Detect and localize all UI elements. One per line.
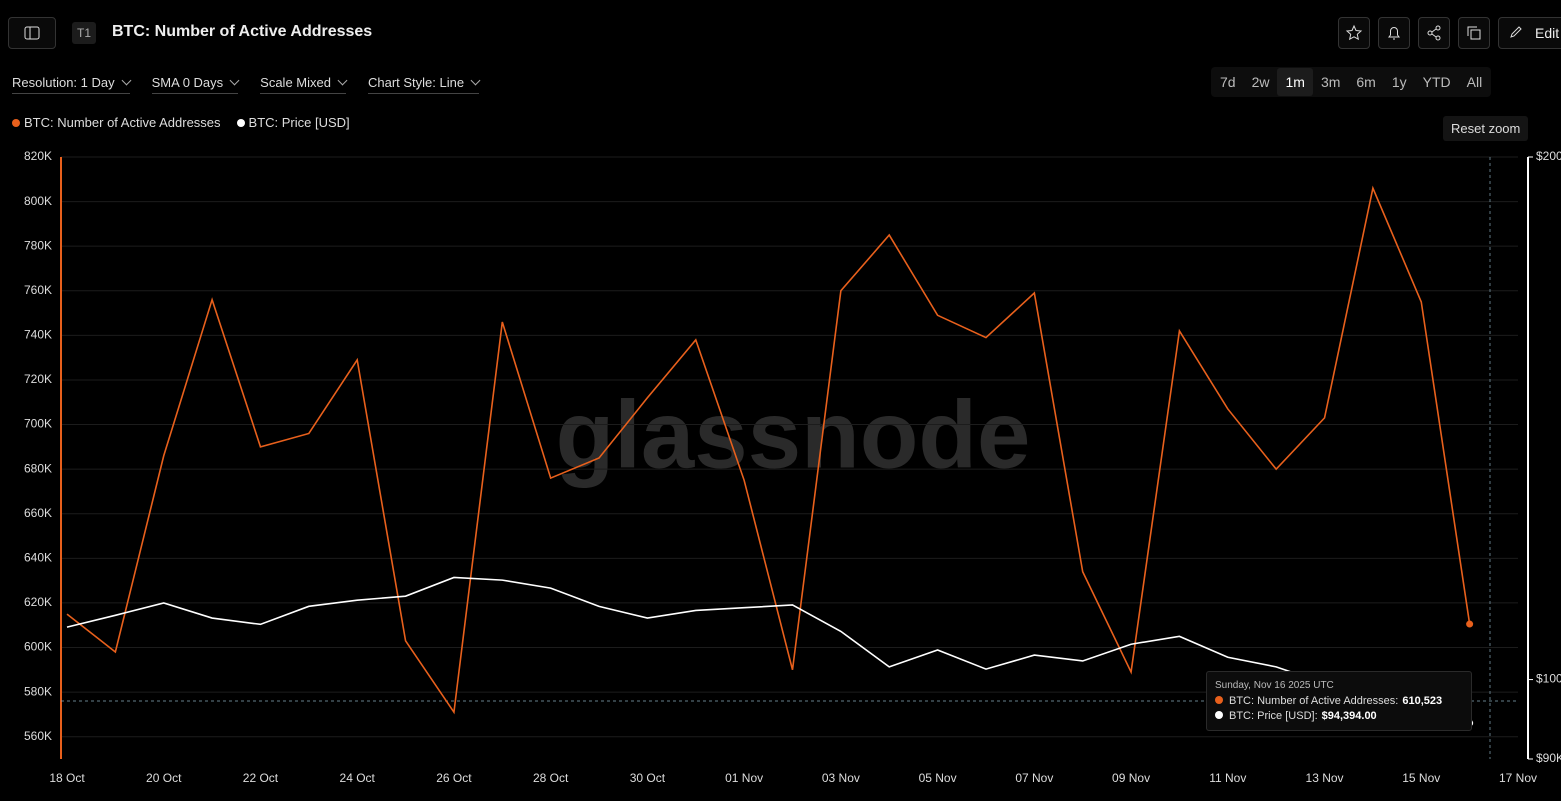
tooltip-dot (1215, 711, 1223, 719)
x-tick-label: 26 Oct (436, 771, 472, 785)
x-tick-label: 09 Nov (1112, 771, 1150, 785)
range-button[interactable]: 6m (1356, 74, 1376, 90)
tooltip-dot (1215, 696, 1223, 704)
legend-dot (12, 119, 20, 127)
tooltip-value: 610,523 (1402, 695, 1443, 707)
alert-button[interactable] (1378, 17, 1410, 49)
icon (1467, 26, 1481, 40)
series-line (66, 576, 1470, 724)
range-button[interactable]: 1y (1391, 74, 1407, 90)
sidebar-toggle[interactable] (8, 17, 56, 49)
title: BTC: Number of Active Addresses (112, 23, 373, 40)
legend-label: BTC: Price [USD] (248, 115, 350, 130)
tooltip-title: Sunday, Nov 16 2025 UTC (1215, 680, 1334, 691)
x-tick-label: 07 Nov (1015, 771, 1053, 785)
dropdown[interactable]: Chart Style: Line (367, 75, 480, 94)
x-tick-label: 15 Nov (1402, 771, 1440, 785)
dropdown[interactable]: SMA 0 Days (151, 75, 239, 94)
y2-tick-label: $200K (1536, 149, 1561, 163)
icon (1510, 26, 1522, 38)
x-tick-label: 30 Oct (630, 771, 666, 785)
tooltip-label: BTC: Number of Active Addresses: (1229, 695, 1399, 707)
range-buttons: 7d 2w 1m 3m 6m 1y YTD All (1211, 67, 1492, 97)
range-button[interactable]: All (1466, 74, 1483, 90)
y-tick-label: 740K (24, 328, 52, 342)
dropdown[interactable]: Resolution: 1 Day (12, 75, 130, 94)
tooltip-value: $94,394.00 (1321, 710, 1377, 722)
y-tick-label: 820K (24, 149, 52, 163)
dropdown[interactable]: Scale Mixed (260, 75, 346, 94)
icon (24, 26, 40, 40)
y-tick-label: 800K (24, 194, 52, 208)
y-tick-label: 620K (24, 595, 52, 609)
range-button[interactable]: 2w (1251, 74, 1270, 90)
dropdowns: Resolution: 1 Day SMA 0 Days Scale Mixed Ch… (12, 74, 501, 94)
range-button[interactable]: 1m (1277, 68, 1313, 96)
y-tick-label: 720K (24, 372, 52, 386)
legend-label: BTC: Number of Active Addresses (24, 115, 221, 130)
tooltip-row: BTC: Number of Active Addresses: 610,523 (1215, 695, 1442, 707)
tooltip-label: BTC: Price [USD]: (1229, 710, 1318, 722)
x-tick-label: 13 Nov (1306, 771, 1344, 785)
y-tick-label: 580K (24, 684, 52, 698)
x-tick-label: 22 Oct (243, 771, 279, 785)
range-button[interactable]: 3m (1320, 74, 1341, 90)
y-tick-label: 700K (24, 417, 52, 431)
icon (1345, 24, 1363, 41)
y-tick-label: 780K (24, 238, 52, 252)
reset-zoom[interactable]: Reset zoom (1443, 116, 1529, 141)
legend: BTC: Number of Active Addresses BTC: Pric… (12, 115, 366, 130)
x-tick-label: 17 Nov (1499, 771, 1537, 785)
x-tick-label: 05 Nov (919, 771, 957, 785)
x-tick-label: 11 Nov (1209, 771, 1246, 785)
y-tick-label: 760K (24, 283, 52, 297)
y-tick-label: 680K (24, 461, 52, 475)
tooltip: Sunday, Nov 16 2025 UTC BTC: Number of A… (1206, 671, 1472, 731)
x-tick-label: 24 Oct (340, 771, 376, 785)
x-tick-label: 20 Oct (146, 771, 182, 785)
y-tick-label: 640K (24, 551, 52, 565)
icon (1388, 27, 1400, 40)
x-tick-label: 28 Oct (533, 771, 569, 785)
share-button[interactable] (1418, 17, 1450, 49)
x-tick-label: 01 Nov (725, 771, 763, 785)
edit-button[interactable]: Edit (1498, 17, 1561, 49)
star-button[interactable] (1338, 17, 1370, 49)
x-tick-label: 03 Nov (822, 771, 860, 785)
y-tick-label: 560K (24, 729, 52, 743)
watermark: glassnode (556, 381, 1031, 488)
copy-button[interactable] (1458, 17, 1490, 49)
range-button[interactable]: 7d (1220, 74, 1236, 90)
series-line (66, 185, 1471, 715)
y-tick-label: 660K (24, 506, 52, 520)
y-tick-label: 600K (24, 640, 52, 654)
badge: T1 (72, 22, 96, 44)
edit-label: Edit (1535, 25, 1560, 41)
y2-tick-label: $90K (1536, 751, 1561, 765)
x-tick-label: 18 Oct (49, 771, 85, 785)
tooltip-row: BTC: Price [USD]: $94,394.00 (1215, 710, 1377, 722)
legend-item: BTC: Number of Active Addresses (12, 115, 221, 130)
range-button[interactable]: YTD (1422, 74, 1451, 90)
legend-item: BTC: Price [USD] (236, 115, 350, 130)
hover-dot (1466, 620, 1474, 628)
legend-dot (236, 119, 245, 127)
icon (1427, 25, 1441, 41)
y2-tick-label: $100K (1536, 672, 1561, 686)
